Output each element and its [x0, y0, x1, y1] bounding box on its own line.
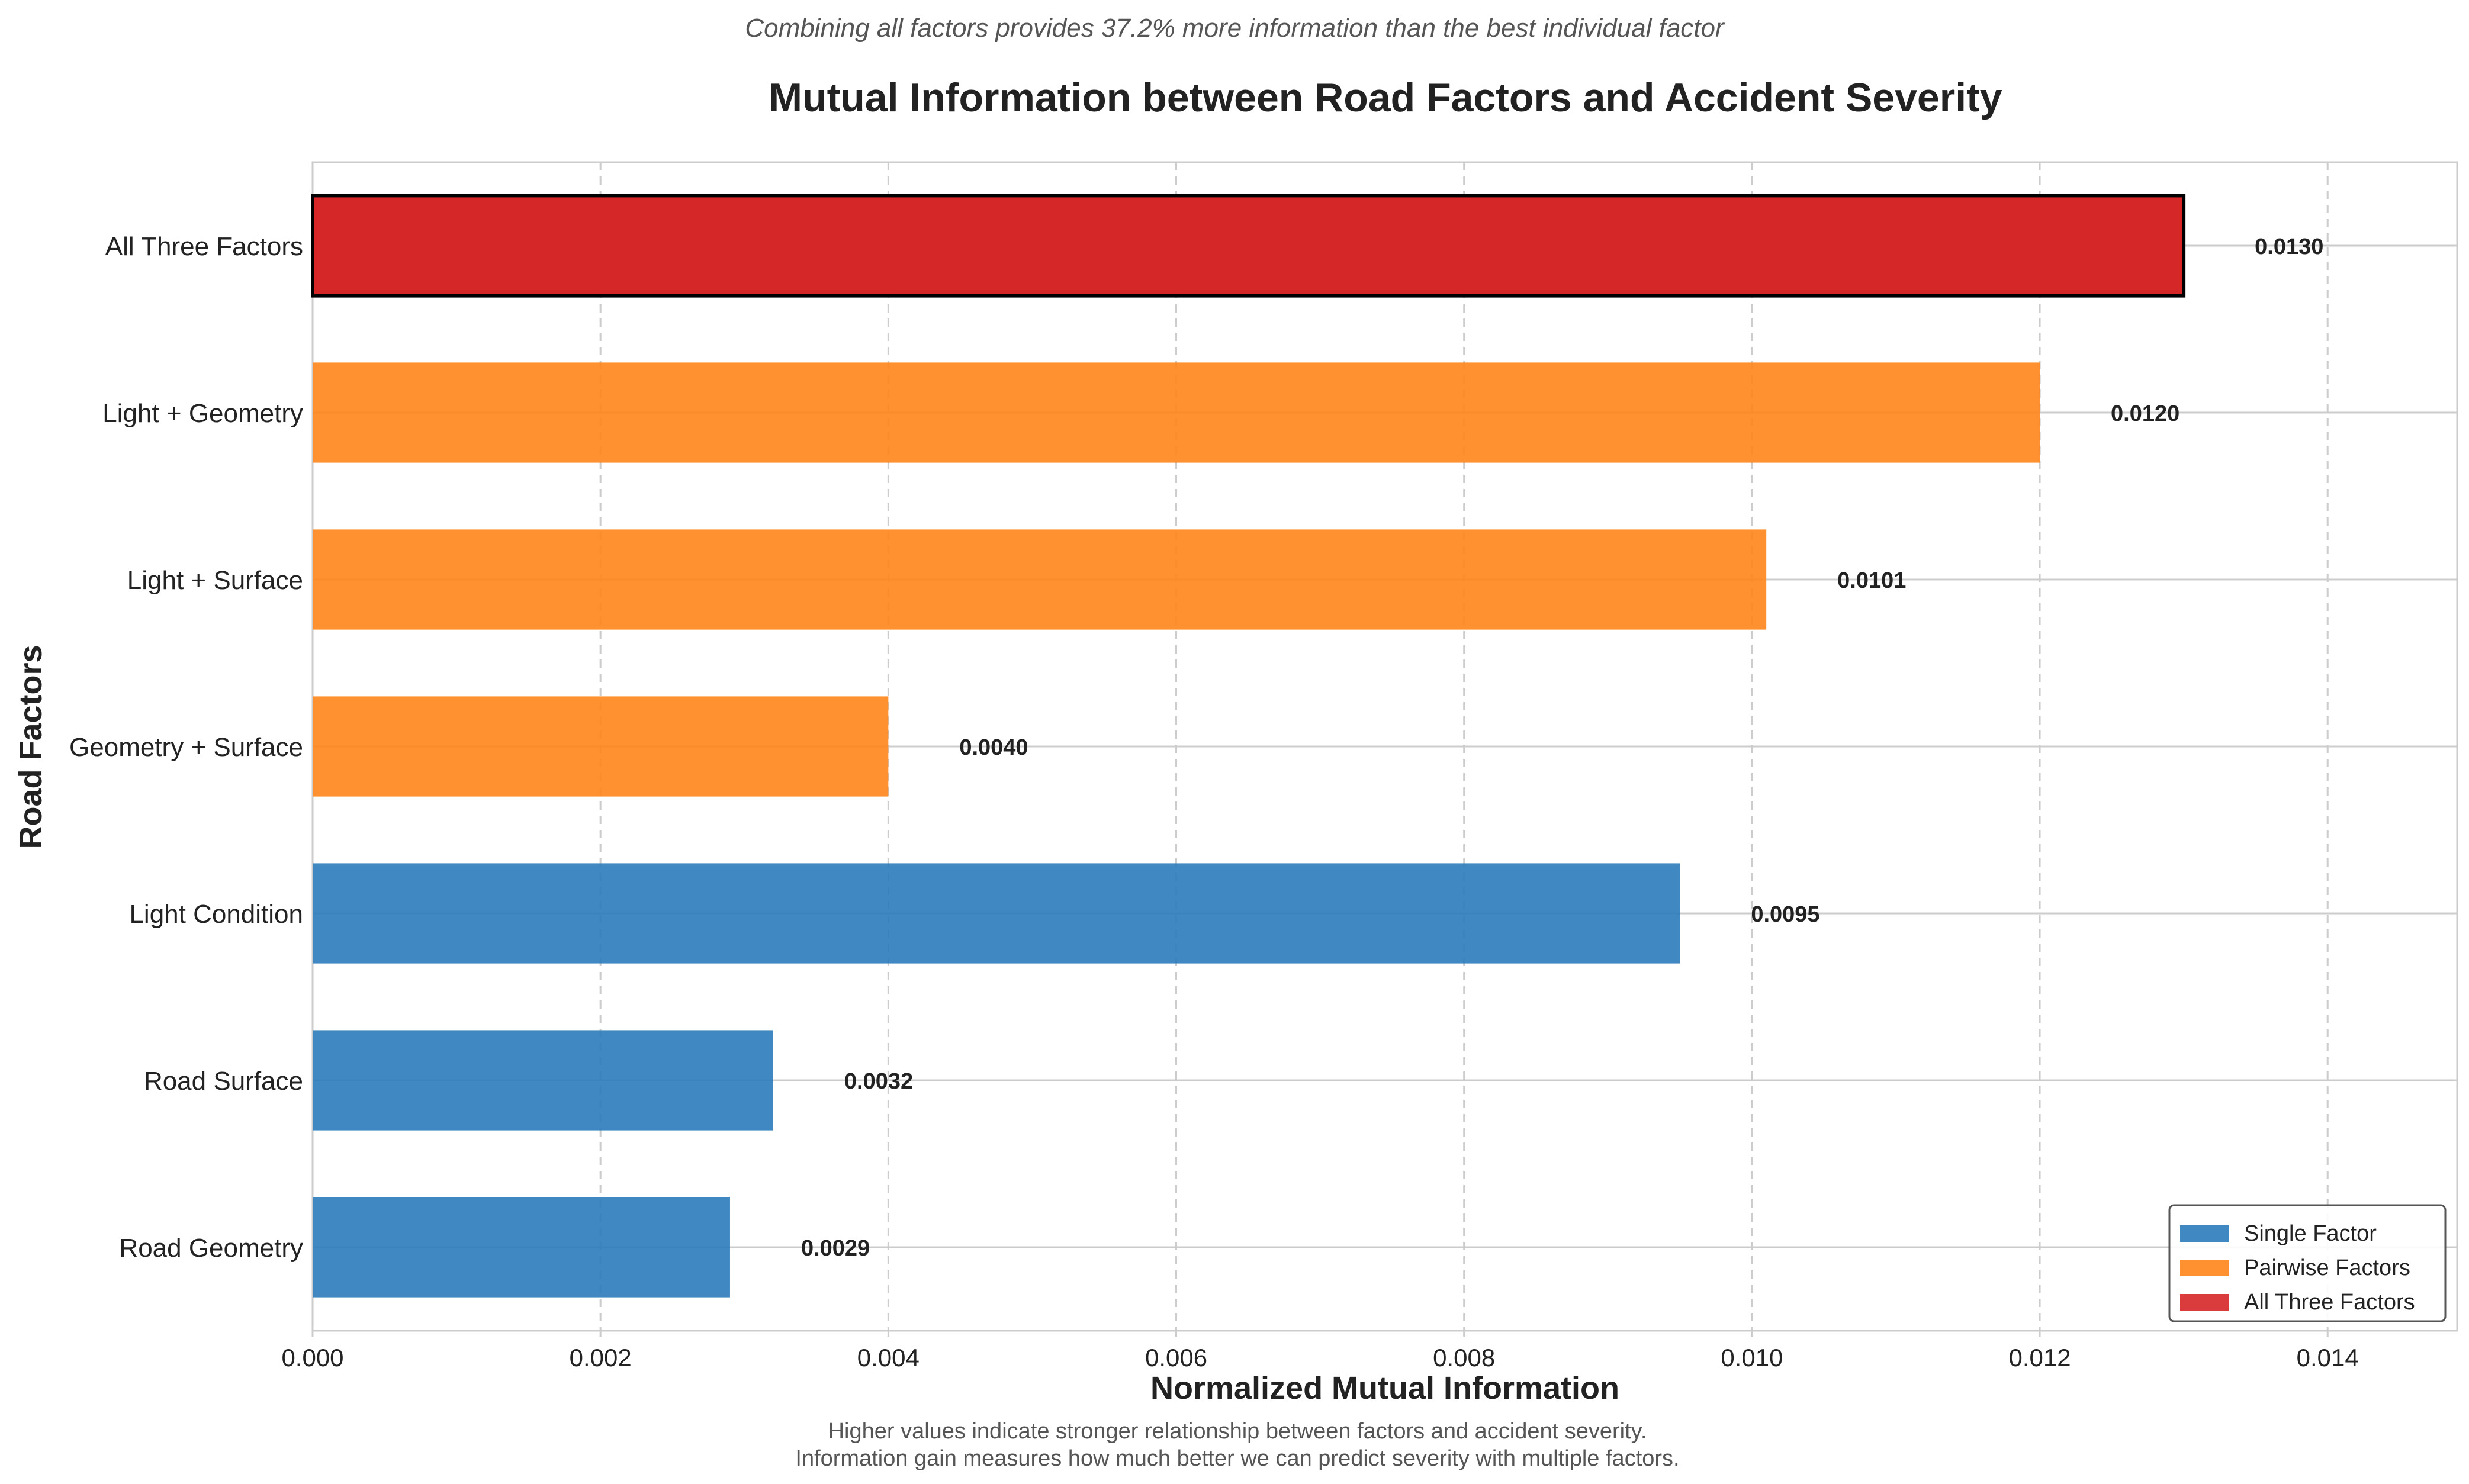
legend-swatch-all: [2180, 1294, 2229, 1311]
x-tick-label: 0.014: [2297, 1344, 2359, 1372]
x-tick-label: 0.010: [1721, 1344, 1783, 1372]
bar-value-label: 0.0120: [2111, 401, 2179, 426]
y-tick-label: Road Surface: [144, 1067, 303, 1096]
y-tick-label: Light + Surface: [127, 566, 303, 595]
legend-label-single: Single Factor: [2244, 1221, 2377, 1246]
bar-light-surface: [313, 529, 1767, 630]
bar-value-label: 0.0029: [801, 1236, 870, 1261]
bar-value-label: 0.0032: [844, 1069, 913, 1094]
bar-value-label: 0.0095: [1751, 902, 1819, 927]
x-axis-label: Normalized Mutual Information: [1150, 1370, 1619, 1406]
bar-light-geometry: [313, 362, 2040, 463]
bar-road-surface: [313, 1030, 773, 1131]
chart-title: Mutual Information between Road Factors …: [769, 75, 2002, 120]
plot-area: 0.0130 All Three Factors 0.0120 Light + Geo…: [69, 161, 2458, 1372]
legend-label-pair: Pairwise Factors: [2244, 1256, 2410, 1280]
chart-supertitle: Combining all factors provides 37.2% mor…: [745, 14, 1725, 43]
y-tick-label: All Three Factors: [105, 232, 303, 261]
y-axis-label: Road Factors: [13, 645, 49, 849]
x-tick-label: 0.004: [857, 1344, 920, 1372]
x-tick-label: 0.008: [1433, 1344, 1495, 1372]
x-tick-label: 0.000: [281, 1344, 343, 1372]
legend: Single Factor Pairwise Factors All Three F…: [2168, 1204, 2447, 1322]
legend-swatch-pair: [2180, 1260, 2229, 1276]
legend-swatch-single: [2180, 1225, 2229, 1242]
bar-all-three-factors: [311, 194, 2186, 298]
x-tick-label: 0.012: [2008, 1344, 2071, 1372]
x-tick-label: 0.006: [1145, 1344, 1207, 1372]
y-tick-label: Geometry + Surface: [69, 733, 303, 762]
y-tick-label: Light Condition: [129, 900, 303, 929]
bar-value-label: 0.0040: [959, 735, 1028, 760]
bar-geometry-surface: [313, 696, 889, 797]
legend-label-all: All Three Factors: [2244, 1290, 2415, 1315]
x-tick-label: 0.002: [570, 1344, 632, 1372]
bar-light-condition: [313, 863, 1680, 964]
y-tick-label: Road Geometry: [119, 1234, 303, 1263]
legend-box: [2168, 1204, 2447, 1322]
footnote-line-1: Higher values indicate stronger relation…: [828, 1419, 1647, 1444]
bar-road-geometry: [313, 1197, 730, 1298]
footnote-line-2: Information gain measures how much bette…: [795, 1446, 1679, 1471]
bar-value-label: 0.0101: [1837, 568, 1906, 593]
bar-value-label: 0.0130: [2255, 234, 2323, 259]
y-tick-label: Light + Geometry: [102, 399, 303, 428]
